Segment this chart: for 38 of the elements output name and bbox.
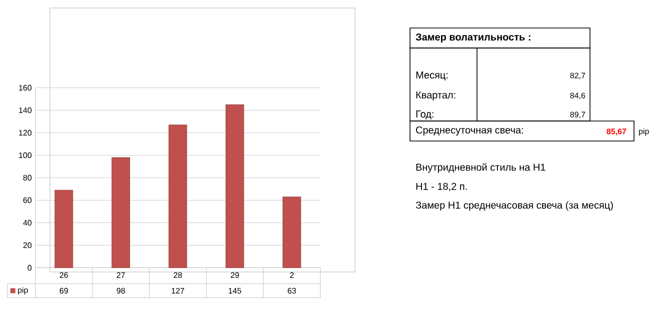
data-label: 145 — [228, 288, 242, 294]
y-tick-label: 0 — [28, 264, 32, 271]
text: 84,6 — [570, 92, 586, 100]
x-tick-label: 2 — [290, 272, 294, 278]
text: Месяц: — [416, 72, 448, 80]
bar — [112, 157, 130, 268]
x-tick-label: 26 — [60, 272, 68, 278]
y-tick-label: 60 — [23, 197, 32, 204]
data-label: 69 — [60, 288, 68, 294]
y-tick-label: 80 — [23, 174, 32, 181]
bar — [168, 124, 188, 268]
y-tick-label: 20 — [23, 242, 32, 248]
text: Замер волатильность : — [416, 33, 530, 43]
text: Замер H1 среднечасовая свеча (за месяц) — [416, 201, 613, 211]
text: Среднесуточная свеча: — [416, 126, 523, 136]
bar — [54, 190, 74, 268]
text: Год: — [416, 110, 434, 120]
text: 89,7 — [570, 112, 586, 118]
text: H1 - 18,2 п. — [416, 182, 467, 192]
text: Внутридневной стиль на H1 — [416, 163, 546, 173]
legend-label: pip — [18, 287, 28, 294]
text: 82,7 — [570, 72, 586, 80]
data-label: 98 — [116, 288, 125, 294]
x-tick-label: 28 — [174, 272, 182, 278]
y-tick-label: 40 — [23, 220, 32, 226]
text: pip — [639, 128, 649, 136]
data-label: 63 — [288, 288, 296, 294]
text: Квартал: — [416, 92, 456, 100]
data-label: 127 — [172, 288, 184, 294]
y-tick-label: 140 — [19, 107, 32, 114]
text: 85,67 — [606, 128, 626, 136]
y-tick-label: 100 — [19, 152, 32, 158]
x-tick-label: 27 — [116, 272, 125, 278]
y-tick-label: 120 — [19, 130, 32, 136]
bar — [282, 196, 302, 268]
x-tick-label: 29 — [230, 272, 239, 278]
y-tick-label: 160 — [19, 84, 32, 91]
bar — [226, 104, 244, 268]
